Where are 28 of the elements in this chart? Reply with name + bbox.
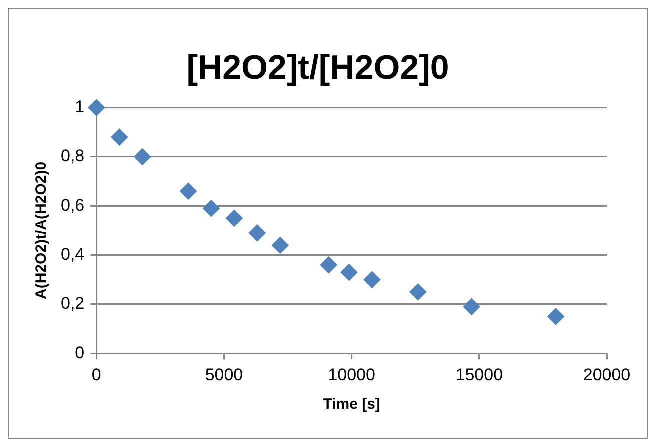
point <box>340 264 358 281</box>
point <box>88 99 106 116</box>
x-tick-label: 20000 <box>583 365 631 384</box>
y-tick-label: 0 <box>75 343 85 362</box>
y-tick-label: 0,4 <box>60 244 85 264</box>
x-tick-label: 0 <box>92 365 102 384</box>
y-tick-label: 0,8 <box>60 146 85 166</box>
x-tick-label: 15000 <box>456 365 504 384</box>
point <box>272 236 289 254</box>
point <box>547 308 564 326</box>
x-tick-label: 10000 <box>328 365 376 384</box>
point <box>134 148 152 166</box>
point <box>463 298 480 316</box>
point <box>410 284 427 301</box>
point <box>248 224 266 242</box>
point <box>180 182 197 200</box>
x-tick-label: 5000 <box>205 365 244 384</box>
point <box>364 271 381 288</box>
point <box>226 210 243 227</box>
y-tick-label: 1 <box>75 97 85 116</box>
point <box>111 128 128 146</box>
y-axis-title: A(H2O2)t/A(H2O2)0 <box>33 162 50 300</box>
y-tick-label: 0,2 <box>60 294 85 314</box>
x-axis-title: Time [s] <box>323 396 380 414</box>
point <box>320 256 338 274</box>
y-tick-label: 0,6 <box>60 196 85 215</box>
point <box>202 200 220 218</box>
chart-title: [H2O2]t/[H2O2]0 <box>186 48 450 87</box>
